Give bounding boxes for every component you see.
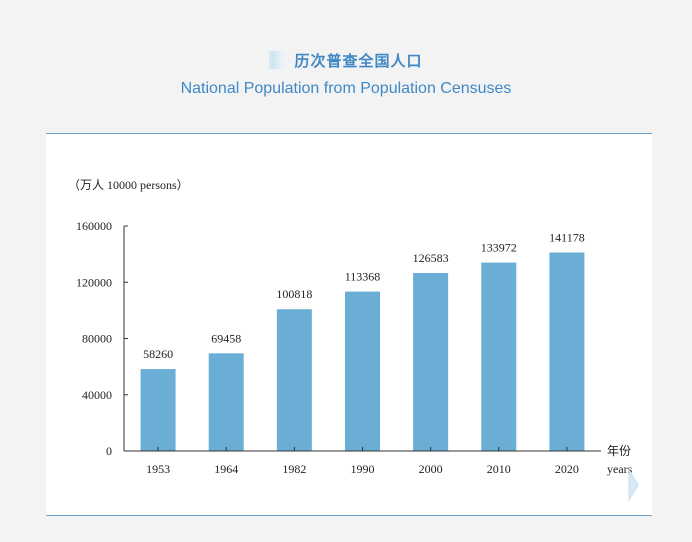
chart-title-en: National Population from Population Cens…: [180, 80, 512, 97]
chart-title-zh: 历次普查全国人口: [294, 51, 423, 70]
value-label: 133972: [481, 241, 517, 255]
bar: [345, 291, 380, 451]
y-tick-label: 40000: [82, 388, 112, 402]
bar: [481, 262, 517, 451]
bars: [140, 252, 585, 451]
bottom-divider: [46, 515, 652, 516]
bar: [413, 272, 449, 451]
x-tick-label: 1990: [351, 462, 375, 476]
x-axis-labels: 1953 1964 1982 1990 2000 2010 2020: [146, 447, 579, 476]
x-tick-label: 2000: [419, 462, 443, 476]
x-tick-label: 1964: [214, 462, 238, 476]
value-label: 126583: [413, 251, 449, 265]
value-label: 100818: [276, 287, 312, 301]
y-tick-label: 0: [106, 444, 112, 458]
title-row: 历次普查全国人口: [0, 48, 692, 72]
y-tick-label: 160000: [76, 219, 112, 233]
chevron-right-icon[interactable]: [628, 468, 640, 502]
value-labels: 58260 69458 100818 113368 126583 133972 141178: [143, 230, 585, 361]
x-tick-label: 1953: [146, 462, 170, 476]
title-marker-icon: [269, 51, 287, 69]
bar-chart: （万人 10000 persons） 0 40000 80000 120000 1600…: [68, 178, 633, 476]
bar: [276, 309, 312, 451]
x-tick-label: 2020: [555, 462, 579, 476]
y-axis-ticks: 0 40000 80000 120000 160000: [76, 219, 128, 458]
y-unit-label: （万人 10000 persons）: [68, 178, 189, 192]
value-label: 69458: [211, 331, 241, 345]
x-tick-label: 1982: [282, 462, 306, 476]
bar: [549, 252, 585, 451]
y-tick-label: 120000: [76, 275, 112, 289]
bar: [208, 353, 244, 451]
chart-panel: （万人 10000 persons） 0 40000 80000 120000 1600…: [46, 134, 652, 515]
chart-header: 历次普查全国人口 National Population from Popula…: [0, 48, 692, 98]
x-tick-label: 2010: [487, 462, 511, 476]
value-label: 113368: [345, 270, 381, 284]
bar: [140, 369, 176, 451]
y-tick-label: 80000: [82, 332, 112, 346]
top-divider: [46, 133, 652, 134]
value-label: 58260: [143, 347, 173, 361]
x-axis-unit-en: years: [607, 462, 633, 476]
value-label: 141178: [549, 230, 585, 244]
x-axis-unit-zh: 年份: [607, 444, 631, 458]
